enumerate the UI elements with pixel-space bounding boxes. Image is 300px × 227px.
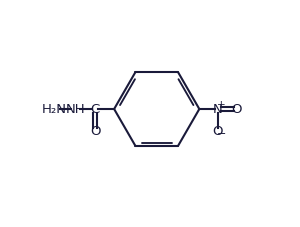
Text: C: C — [90, 103, 100, 116]
Text: +: + — [217, 100, 226, 110]
Text: N: N — [213, 103, 223, 116]
Text: O: O — [90, 125, 100, 138]
Text: O: O — [232, 103, 242, 116]
Text: H₂N: H₂N — [42, 103, 67, 116]
Text: −: − — [217, 129, 227, 139]
Text: NH: NH — [66, 103, 86, 116]
Text: O: O — [212, 125, 223, 138]
